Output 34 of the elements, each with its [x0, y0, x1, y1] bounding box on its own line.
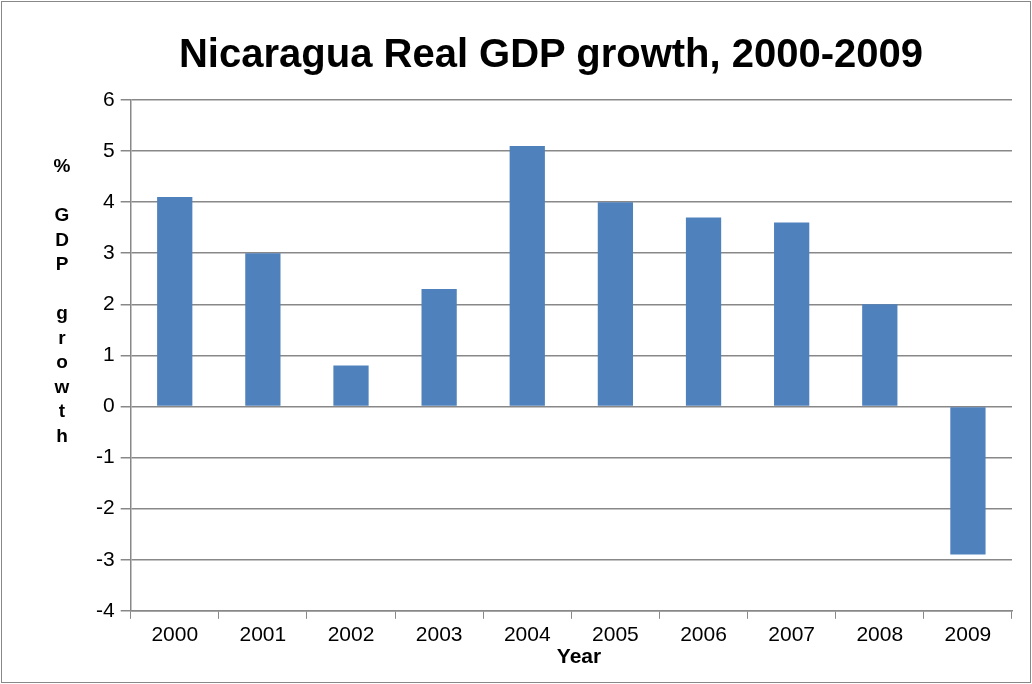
- x-tick-label: 2001: [239, 622, 287, 646]
- y-tick-label: 2: [102, 291, 115, 315]
- x-tick-label: 2006: [680, 622, 727, 646]
- y-tick-label: 4: [102, 188, 115, 212]
- bar: [421, 289, 457, 406]
- x-tick-label: 2003: [415, 622, 463, 646]
- bar: [774, 222, 810, 406]
- bar: [157, 197, 193, 406]
- x-tick-label: 2004: [503, 622, 551, 646]
- bar: [333, 365, 369, 406]
- y-tick-label: 3: [102, 240, 115, 264]
- bar: [597, 202, 634, 406]
- y-tick-label: -4: [95, 597, 115, 621]
- y-tick-label: 5: [102, 137, 115, 161]
- y-tick-label: -3: [95, 546, 115, 570]
- x-tick-label: 2002: [327, 622, 375, 646]
- text: % GDP growth: [53, 155, 71, 446]
- x-tick-label: 2009: [944, 622, 992, 646]
- y-tick-label: -2: [95, 495, 115, 519]
- x-tick-label: 2000: [151, 622, 199, 646]
- y-tick-label: 0: [102, 393, 115, 417]
- bar: [862, 304, 898, 406]
- x-axis-title: Year: [555, 644, 603, 668]
- y-tick-label: 1: [102, 342, 115, 366]
- x-tick-label: 2005: [592, 622, 639, 646]
- y-tick-label: 6: [102, 86, 115, 110]
- bar: [685, 217, 722, 406]
- bar: [509, 145, 545, 406]
- chart-title: Nicaragua Real GDP growth, 2000-2009: [178, 31, 924, 76]
- x-tick-label: 2007: [768, 622, 816, 646]
- x-tick-label: 2008: [856, 622, 904, 646]
- y-tick-label: -1: [95, 444, 115, 468]
- bar: [950, 407, 986, 555]
- bar: [245, 253, 281, 406]
